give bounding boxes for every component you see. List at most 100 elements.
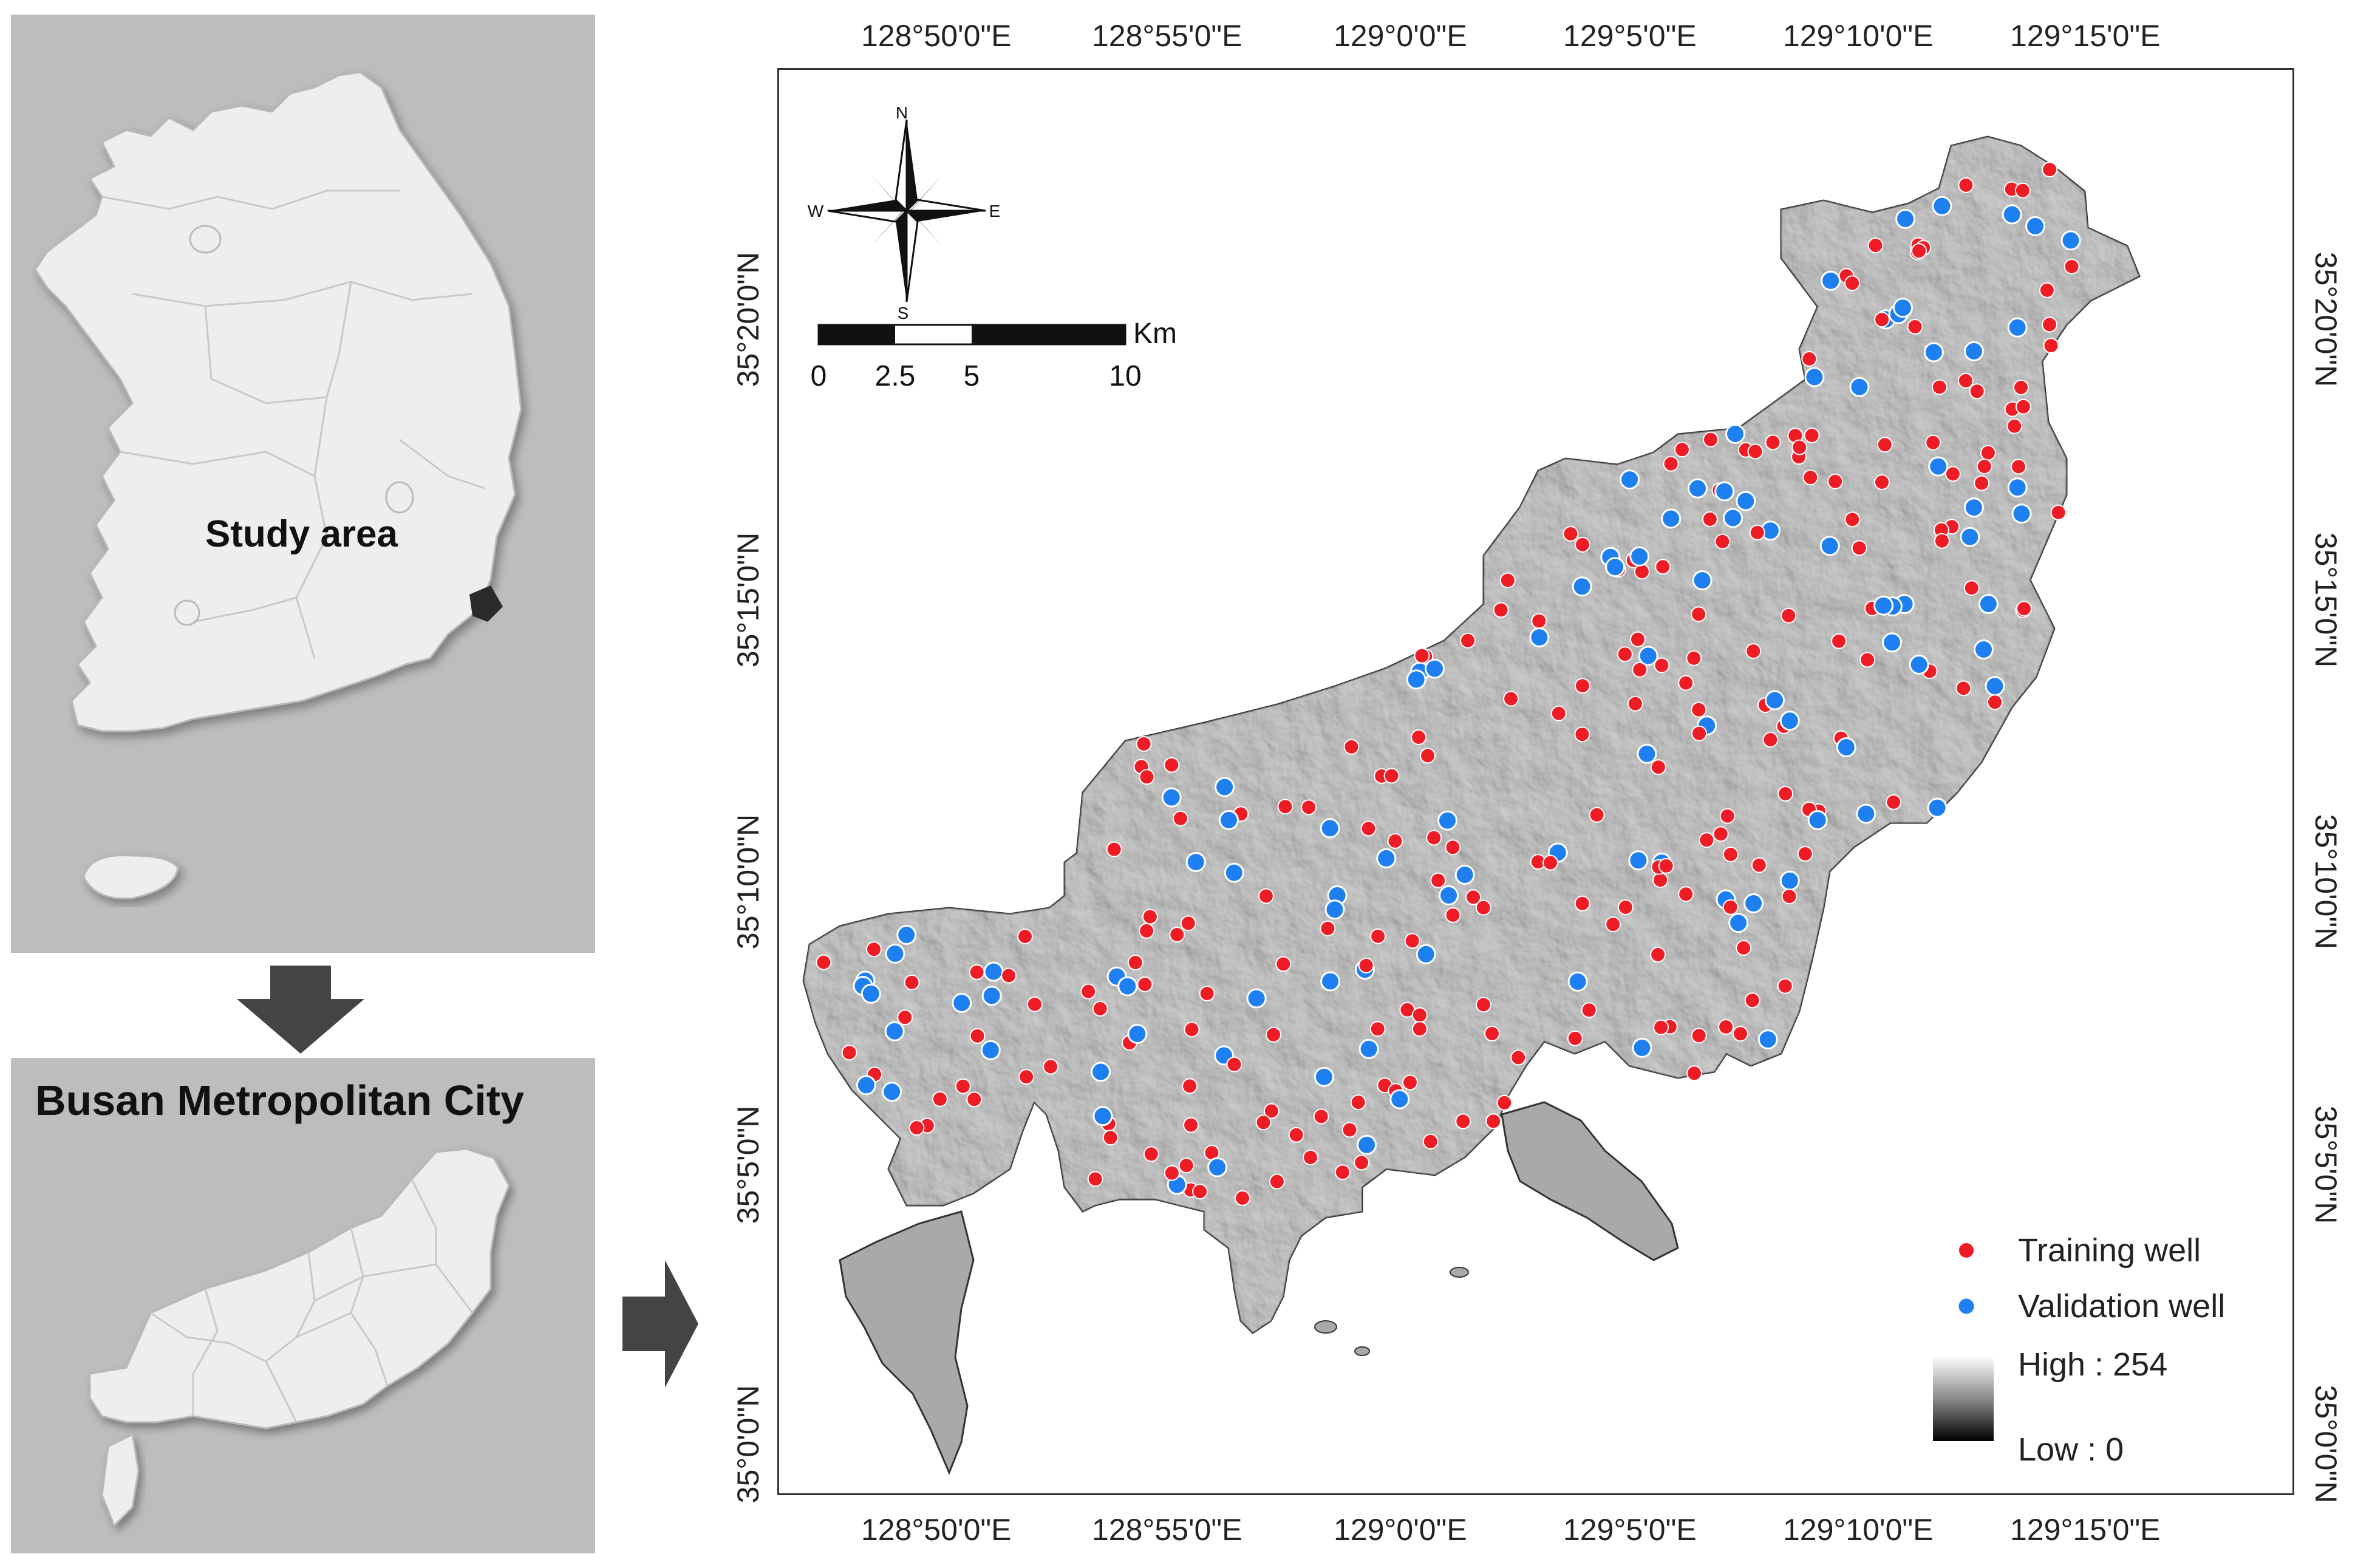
training-well-point xyxy=(1722,847,1739,862)
validation-well-point xyxy=(1324,899,1345,920)
validation-well-point xyxy=(1437,810,1457,831)
validation-well-point xyxy=(861,983,881,1004)
validation-well-point xyxy=(1320,971,1341,992)
validation-well-point xyxy=(1207,1157,1228,1178)
validation-well-point xyxy=(1849,377,1870,397)
validation-well-point xyxy=(1406,669,1426,690)
validation-well-point xyxy=(1807,810,1828,830)
training-well-point xyxy=(1691,701,1707,718)
validation-well-point xyxy=(1161,787,1182,808)
training-well-point xyxy=(1958,177,1974,193)
training-well-point xyxy=(1859,652,1876,668)
training-well-point xyxy=(1550,705,1567,721)
validation-well-point xyxy=(1416,944,1436,964)
training-well-point xyxy=(2042,162,2058,178)
training-well-point xyxy=(1974,475,1990,491)
training-well-point xyxy=(1106,841,1122,857)
training-well-point xyxy=(1445,907,1461,923)
scale-label-2: 5 xyxy=(964,360,980,392)
top-tick: 129°10'0"E xyxy=(1783,19,1934,53)
validation-well-point xyxy=(1856,803,1876,824)
training-well-point xyxy=(1542,854,1558,871)
validation-well-point xyxy=(1357,1134,1377,1155)
training-well-point xyxy=(1686,650,1702,666)
validation-well-point xyxy=(2060,230,2081,251)
training-well-point xyxy=(1404,933,1420,949)
top-tick: 128°50'0"E xyxy=(861,19,1012,53)
legend-training-label: Training well xyxy=(2018,1232,2201,1269)
training-well-point xyxy=(1426,830,1442,846)
validation-well-point xyxy=(1389,1089,1410,1110)
validation-well-point xyxy=(1964,497,1984,518)
validation-well-point xyxy=(1928,456,1949,477)
training-well-point xyxy=(1831,633,1847,649)
compass-w-label: W xyxy=(808,202,824,220)
validation-well-point xyxy=(856,1075,876,1096)
validation-well-point xyxy=(1985,676,2005,697)
left-tick: 35°15'0"N xyxy=(731,532,765,668)
training-well-point xyxy=(1650,759,1666,775)
training-well-point xyxy=(908,1120,925,1136)
validation-well-point xyxy=(1091,1062,1111,1082)
training-well-point xyxy=(1475,997,1491,1013)
training-well-point xyxy=(1334,1164,1351,1181)
training-well-point xyxy=(1653,1019,1669,1035)
training-well-point xyxy=(1414,647,1430,664)
training-well-point xyxy=(1955,680,1972,697)
bottom-tick: 128°55'0"E xyxy=(1092,1513,1242,1547)
validation-well-point xyxy=(981,986,1002,1006)
validation-well-point xyxy=(1743,893,1764,913)
training-well-point xyxy=(1301,799,1317,816)
validation-well-point xyxy=(2011,503,2032,524)
busan-inset-title: Busan Metropolitan City xyxy=(35,1077,525,1124)
validation-well-point xyxy=(1127,1024,1148,1044)
training-well-point xyxy=(1876,437,1893,453)
training-well-point xyxy=(1192,1184,1208,1200)
training-well-point xyxy=(1765,434,1781,451)
validation-well-point xyxy=(1873,595,1893,616)
training-well-point xyxy=(1255,1114,1272,1131)
validation-well-point xyxy=(1572,576,1592,597)
training-well-point xyxy=(1266,1026,1281,1043)
training-well-point xyxy=(1503,690,1519,707)
training-well-point xyxy=(1934,533,1950,549)
validation-well-point xyxy=(1932,196,1952,216)
training-well-point xyxy=(1465,889,1482,905)
training-well-point xyxy=(1630,631,1646,647)
training-well-point xyxy=(1169,927,1185,943)
top-tick: 128°55'0"E xyxy=(1092,19,1242,53)
training-well-point xyxy=(1288,1127,1304,1143)
validation-well-point xyxy=(2007,317,2028,338)
training-well-point xyxy=(2006,418,2023,434)
validation-well-point xyxy=(1425,658,1445,679)
training-well-point xyxy=(1632,661,1648,678)
training-well-point xyxy=(1354,1154,1370,1171)
top-tick: 129°0'0"E xyxy=(1334,19,1467,53)
validation-well-point xyxy=(1638,646,1658,666)
training-well-point xyxy=(1143,1146,1159,1162)
training-well-point xyxy=(1654,657,1670,673)
training-well-point xyxy=(1136,736,1152,752)
training-well-point xyxy=(1781,607,1797,624)
training-well-point xyxy=(1733,1026,1748,1042)
training-well-point xyxy=(1092,1001,1108,1017)
training-well-point xyxy=(1178,1157,1195,1174)
training-well-point xyxy=(1026,996,1043,1012)
training-well-point xyxy=(969,964,985,980)
validation-well-point xyxy=(1628,850,1649,871)
right-tick: 35°5'0"N xyxy=(2309,1105,2343,1224)
validation-well-point xyxy=(882,1082,902,1102)
training-well-point xyxy=(1797,846,1813,862)
training-well-point xyxy=(1791,439,1808,455)
training-well-point xyxy=(1844,511,1861,528)
training-well-point xyxy=(1430,872,1447,888)
training-well-point xyxy=(1164,1165,1180,1181)
training-well-point xyxy=(1925,434,1941,451)
training-well-point xyxy=(1874,474,1890,490)
training-well-point xyxy=(1484,1026,1500,1041)
training-well-point xyxy=(1575,536,1590,553)
training-well-point xyxy=(1402,1074,1418,1091)
training-well-point xyxy=(1781,888,1798,905)
training-well-point xyxy=(1777,786,1794,802)
training-well-point xyxy=(1658,857,1674,874)
